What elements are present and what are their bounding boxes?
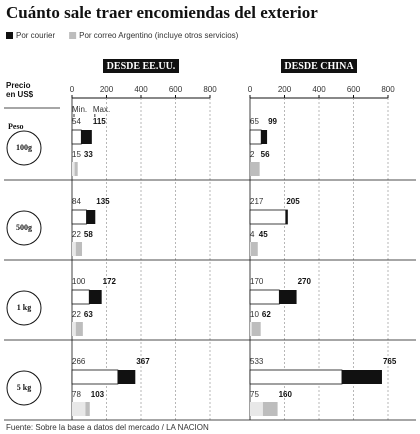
min-value-label: 84 xyxy=(72,197,81,206)
range-bar xyxy=(85,402,90,416)
min-bar xyxy=(71,209,87,225)
min-bar xyxy=(71,289,90,305)
max-header: Max. xyxy=(93,105,110,114)
panel-title: DESDE EE.UU. xyxy=(107,61,176,72)
category-circle xyxy=(6,210,42,246)
min-value-label: 100 xyxy=(72,277,86,286)
max-value-label: 63 xyxy=(84,310,93,319)
min-header: Min. xyxy=(72,105,87,114)
x-tick-label: 800 xyxy=(381,85,395,94)
range-bar xyxy=(251,322,261,336)
min-value-label: 10 xyxy=(250,310,259,319)
max-value-label: 58 xyxy=(84,230,93,239)
min-bar xyxy=(72,402,86,416)
min-bar xyxy=(249,369,343,385)
min-bar xyxy=(249,209,288,225)
legend-label: Por correo Argentino (incluye otros serv… xyxy=(79,31,239,40)
min-value-label: 22 xyxy=(72,230,81,239)
max-value-label: 135 xyxy=(96,197,110,206)
min-value-label: 54 xyxy=(72,117,81,126)
chart-title: Cuánto sale traer encomiendas del exteri… xyxy=(6,3,318,22)
min-value-label: 533 xyxy=(250,357,264,366)
panel-title-box xyxy=(103,59,179,73)
range-bar xyxy=(261,130,268,144)
max-value-label: 367 xyxy=(136,357,150,366)
range-bar xyxy=(262,402,278,416)
range-bar xyxy=(74,162,78,176)
category-circle xyxy=(6,370,42,406)
range-bar xyxy=(89,290,102,304)
range-bar xyxy=(250,242,258,256)
source: Fuente: Sobre la base a datos del mercad… xyxy=(6,423,209,432)
min-bar xyxy=(249,289,280,305)
category-circle xyxy=(6,290,42,326)
min-bar xyxy=(71,369,119,385)
x-tick-label: 400 xyxy=(312,85,326,94)
min-value-label: 2 xyxy=(250,150,255,159)
range-bar xyxy=(279,290,297,304)
x-tick-label: 200 xyxy=(278,85,292,94)
min-value-label: 78 xyxy=(72,390,81,399)
min-value-label: 75 xyxy=(250,390,259,399)
x-tick-label: 0 xyxy=(248,85,253,94)
legend-swatch xyxy=(69,32,77,39)
range-bar xyxy=(285,210,288,224)
min-value-label: 4 xyxy=(250,230,255,239)
max-value-label: 270 xyxy=(298,277,312,286)
max-value-label: 765 xyxy=(383,357,397,366)
max-value-label: 45 xyxy=(259,230,268,239)
max-value-label: 62 xyxy=(262,310,271,319)
min-value-label: 217 xyxy=(250,197,264,206)
max-value-label: 160 xyxy=(279,390,293,399)
min-bar xyxy=(72,242,76,256)
range-bar xyxy=(81,130,92,144)
panel-title: DESDE CHINA xyxy=(284,61,354,72)
range-bar xyxy=(75,242,83,256)
min-bar xyxy=(249,129,262,145)
min-bar xyxy=(250,322,252,336)
min-bar xyxy=(71,129,82,145)
x-tick-label: 600 xyxy=(347,85,361,94)
max-value-label: 103 xyxy=(91,390,105,399)
min-value-label: 170 xyxy=(250,277,264,286)
min-value-label: 15 xyxy=(72,150,81,159)
x-tick-label: 200 xyxy=(100,85,114,94)
max-value-label: 205 xyxy=(286,197,300,206)
range-bar xyxy=(250,162,260,176)
legend-swatch xyxy=(6,32,13,39)
min-value-label: 65 xyxy=(250,117,259,126)
category-header: Peso xyxy=(8,122,24,131)
category-label: 100g xyxy=(16,143,32,152)
range-bar xyxy=(341,370,382,384)
min-bar xyxy=(250,242,251,256)
max-value-label: 115 xyxy=(93,117,106,126)
min-value-label: 266 xyxy=(72,357,86,366)
max-value-label: 99 xyxy=(268,117,277,126)
x-tick-label: 600 xyxy=(169,85,183,94)
x-axis-label: Precio xyxy=(6,81,31,90)
range-bar xyxy=(75,322,83,336)
min-bar xyxy=(250,402,263,416)
range-bar xyxy=(117,370,136,384)
max-value-label: 33 xyxy=(84,150,93,159)
category-label: 5 kg xyxy=(17,383,31,392)
max-value-label: 172 xyxy=(103,277,117,286)
panel-title-box xyxy=(281,59,357,73)
min-value-label: 22 xyxy=(72,310,81,319)
min-bar xyxy=(72,322,76,336)
x-axis-label: en US$ xyxy=(6,90,34,99)
x-tick-label: 0 xyxy=(70,85,75,94)
legend-label: Por courier xyxy=(16,31,55,40)
category-label: 1 kg xyxy=(17,303,31,312)
x-tick-label: 800 xyxy=(203,85,217,94)
min-bar xyxy=(72,162,75,176)
x-tick-label: 400 xyxy=(134,85,148,94)
category-label: 500g xyxy=(16,223,32,232)
range-bar xyxy=(86,210,96,224)
max-value-label: 56 xyxy=(261,150,270,159)
category-circle xyxy=(6,130,42,166)
